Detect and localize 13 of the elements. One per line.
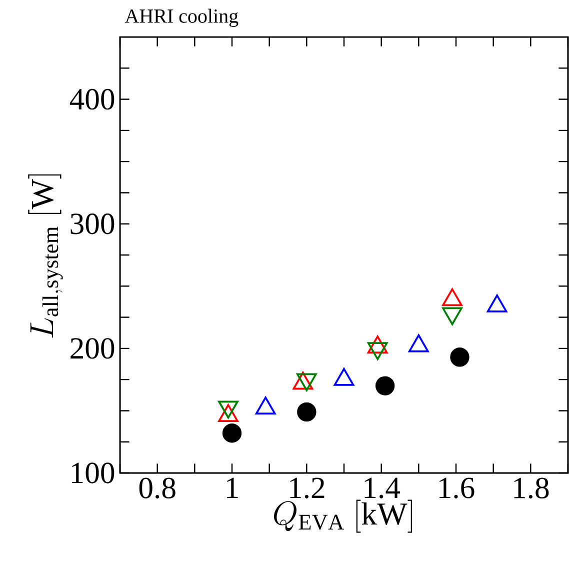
x-tick-label: 1.6: [440, 478, 474, 498]
chart-title: AHRI cooling: [124, 8, 238, 27]
x-tick-label: 1.8: [514, 478, 549, 499]
x-tick-label: 0.8: [139, 478, 176, 499]
x-tick-label: 1: [227, 478, 238, 498]
x-axis-title: $Q_{\mathrm{EVA}}\ [\mathrm{kW}]$: [274, 500, 412, 533]
y-tick-label: 100: [72, 462, 114, 484]
y-tick-label: 300: [70, 213, 114, 234]
x-tick-label: 1.4: [364, 478, 400, 498]
y-tick-label: 200: [70, 338, 114, 359]
y-axis-title: $L_{\mathrm{all,system}}\ [\mathrm{W}]$: [28, 174, 63, 338]
y-tick-label: 400: [70, 88, 114, 110]
x-tick-label: 1.2: [290, 478, 324, 498]
